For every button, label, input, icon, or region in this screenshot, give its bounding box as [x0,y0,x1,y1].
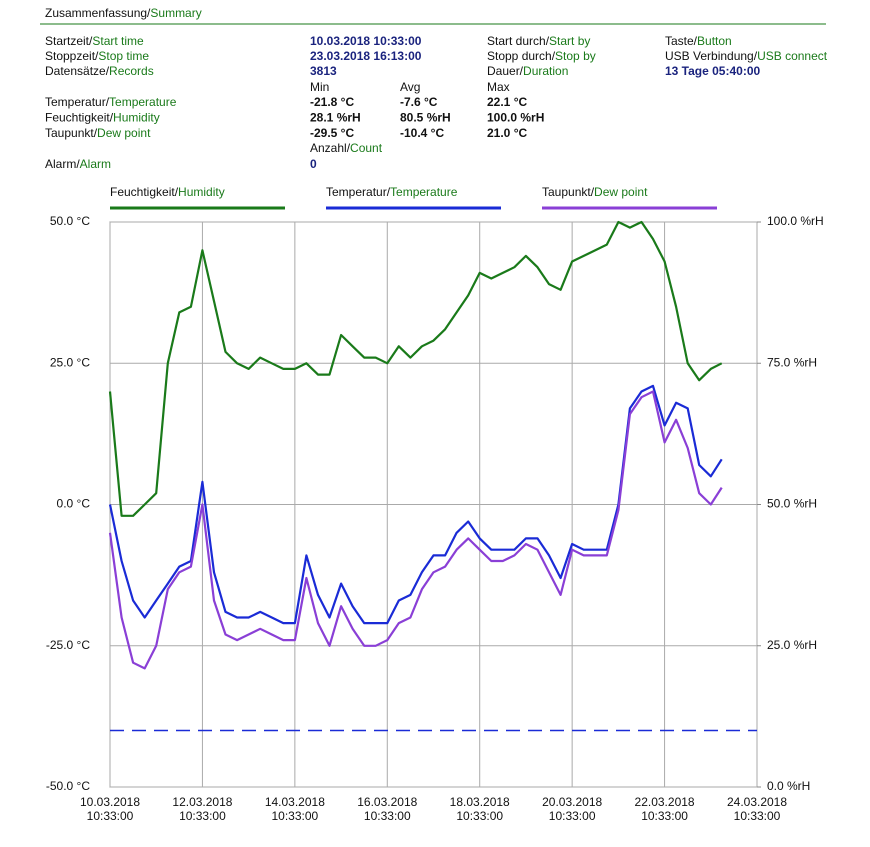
stat-value: 80.5 %rH [400,111,451,125]
y2-tick-label: 100.0 %rH [767,214,824,228]
value: 10.03.2018 10:33:00 [310,34,422,48]
summary-title: Zusammenfassung/Summary [45,6,202,20]
stat-value: -10.4 °C [400,126,444,140]
stats: Temperatur/Temperature -21.8 °C -7.6 °C 22.… [45,95,544,140]
label: Alarm/Alarm [45,157,111,171]
stat-value: -29.5 °C [310,126,354,140]
value: 23.03.2018 16:13:00 [310,49,422,63]
x-tick-label: 20.03.2018 10:33:00 [542,795,602,823]
x-tick-label: 12.03.2018 10:33:00 [172,795,232,823]
stat-value: 100.0 %rH [487,111,544,125]
series-line [108,220,723,517]
value: 13 Tage 05:40:00 [665,64,760,78]
stat-value: 21.0 °C [487,126,527,140]
value: USB Verbindung/USB connect [665,49,828,63]
legend-label: Taupunkt/Dew point [542,185,648,199]
stat-header: Max [487,80,510,94]
value: 3813 [310,64,337,78]
y2-tick-label: 50.0 %rH [767,497,817,511]
series-line [108,390,723,670]
x-tick-label: 18.03.2018 10:33:00 [450,795,510,823]
y2-tick-label: 75.0 %rH [767,355,817,369]
label: Datensätze/Records [45,64,154,78]
label: Feuchtigkeit/Humidity [45,111,160,125]
x-tick-label: 22.03.2018 10:33:00 [635,795,695,823]
stat-value: 22.1 °C [487,95,527,109]
label: Startzeit/Start time [45,34,144,48]
label: Stoppzeit/Stop time [45,49,149,63]
label: Start durch/Start by [487,34,590,48]
value: 0 [310,157,317,171]
stat-header: Min [310,80,329,94]
x-tick-label: 10.03.2018 10:33:00 [80,795,140,823]
y-tick-label: 50.0 °C [50,214,90,228]
y-tick-label: 0.0 °C [57,497,91,511]
stat-value: -21.8 °C [310,95,354,109]
y-tick-label: 25.0 °C [50,355,90,369]
stat-value: -7.6 °C [400,95,438,109]
count-header: Anzahl/Count [310,141,383,155]
legend-label: Temperatur/Temperature [326,185,458,199]
y2-tick-label: 25.0 %rH [767,638,817,652]
value: Taste/Button [665,34,732,48]
stat-header: Avg [400,80,420,94]
y-tick-label: -25.0 °C [46,638,90,652]
x-tick-label: 14.03.2018 10:33:00 [265,795,325,823]
x-tick-label: 16.03.2018 10:33:00 [357,795,417,823]
y2-tick-label: 0.0 %rH [767,779,810,793]
label: Dauer/Duration [487,64,568,78]
label: Temperatur/Temperature [45,95,177,109]
stat-value: 28.1 %rH [310,111,361,125]
label: Taupunkt/Dew point [45,126,151,140]
y-tick-label: -50.0 °C [46,779,90,793]
legend-label: Feuchtigkeit/Humidity [110,185,225,199]
label: Stopp durch/Stop by [487,49,596,63]
x-tick-label: 24.03.2018 10:33:00 [727,795,787,823]
